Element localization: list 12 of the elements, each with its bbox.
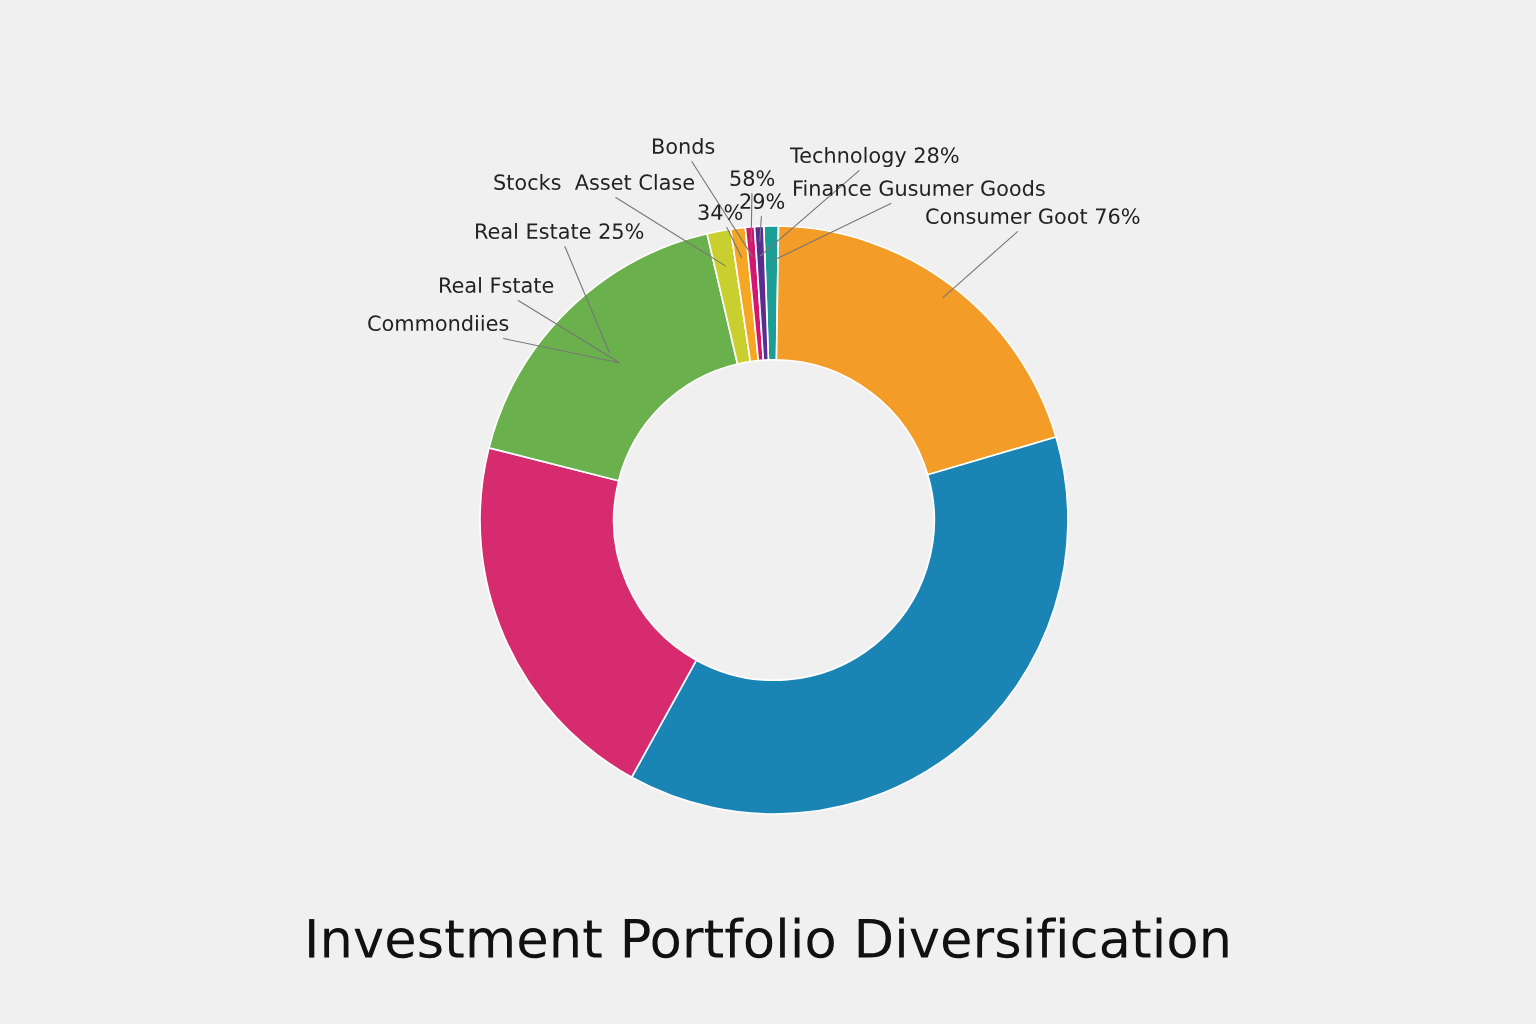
text: Consumer Goot 76% [926, 208, 1140, 225]
text: Bonds [653, 137, 715, 155]
text: Stocks Asset Clase [494, 173, 694, 191]
text: Technology 28% [789, 146, 959, 168]
text: Finance Gusumer Goods [794, 179, 1045, 197]
text: Investment Portfolio Diversification [309, 917, 1228, 959]
text: Commondiies [368, 314, 509, 332]
text: Real Fstate [440, 276, 554, 294]
text: Real Estate 25% [476, 222, 644, 240]
text: 29% [740, 193, 785, 210]
text: 58% [730, 170, 775, 187]
text: 34% [698, 204, 743, 221]
